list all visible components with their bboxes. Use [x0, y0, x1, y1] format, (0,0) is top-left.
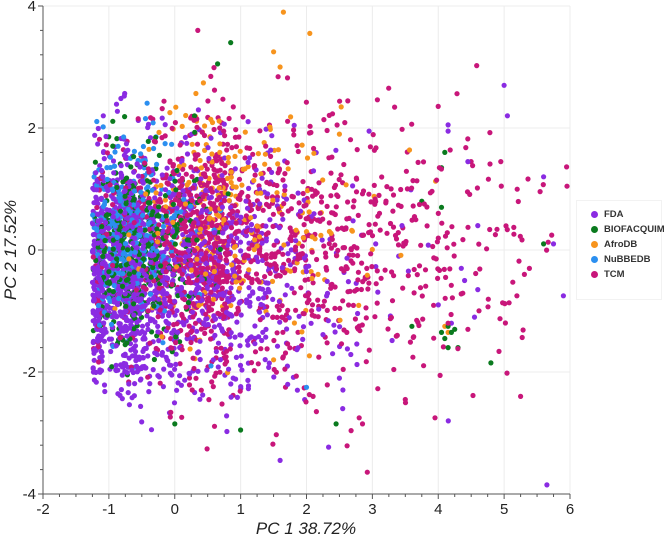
fda-marker-icon	[591, 211, 598, 218]
legend-label: NuBBEDB	[604, 254, 651, 265]
y-tick-label: -4	[23, 486, 36, 503]
legend-item-nubbedb[interactable]: NuBBEDB	[591, 252, 661, 267]
nubbedb-marker-icon	[591, 256, 598, 263]
y-tick-label: 0	[28, 242, 36, 259]
x-tick-label: 6	[566, 501, 574, 518]
y-tick-label: -2	[23, 364, 36, 381]
x-tick-label: 5	[500, 501, 508, 518]
legend-label: AfroDB	[604, 239, 638, 250]
y-tick-label: 4	[28, 0, 36, 15]
legend-item-fda[interactable]: FDA	[591, 207, 661, 222]
afrodb-marker-icon	[591, 241, 598, 248]
legend-item-biofacquim[interactable]: BIOFACQUIM	[591, 222, 664, 237]
legend-item-tcm[interactable]: TCM	[591, 267, 661, 282]
tcm-marker-icon	[591, 271, 598, 278]
x-tick-label: 1	[236, 501, 244, 518]
legend-label: FDA	[604, 209, 624, 220]
x-tick-label: -2	[36, 501, 49, 518]
legend-label: TCM	[604, 269, 625, 280]
x-tick-label: 2	[302, 501, 310, 518]
y-tick-label: 2	[28, 120, 36, 137]
legend-item-afrodb[interactable]: AfroDB	[591, 237, 661, 252]
x-tick-label: 0	[171, 501, 179, 518]
x-tick-label: 3	[368, 501, 376, 518]
y-axis-title: PC 2 17.52%	[1, 200, 20, 300]
x-tick-label: 4	[434, 501, 442, 518]
data-points	[89, 9, 570, 488]
x-axis-title: PC 1 38.72%	[256, 519, 356, 538]
x-tick-label: -1	[102, 501, 115, 518]
legend-label: BIOFACQUIM	[604, 224, 664, 235]
legend: FDA BIOFACQUIM AfroDB NuBBEDB TCM	[576, 200, 664, 300]
biofacquim-marker-icon	[591, 226, 598, 233]
